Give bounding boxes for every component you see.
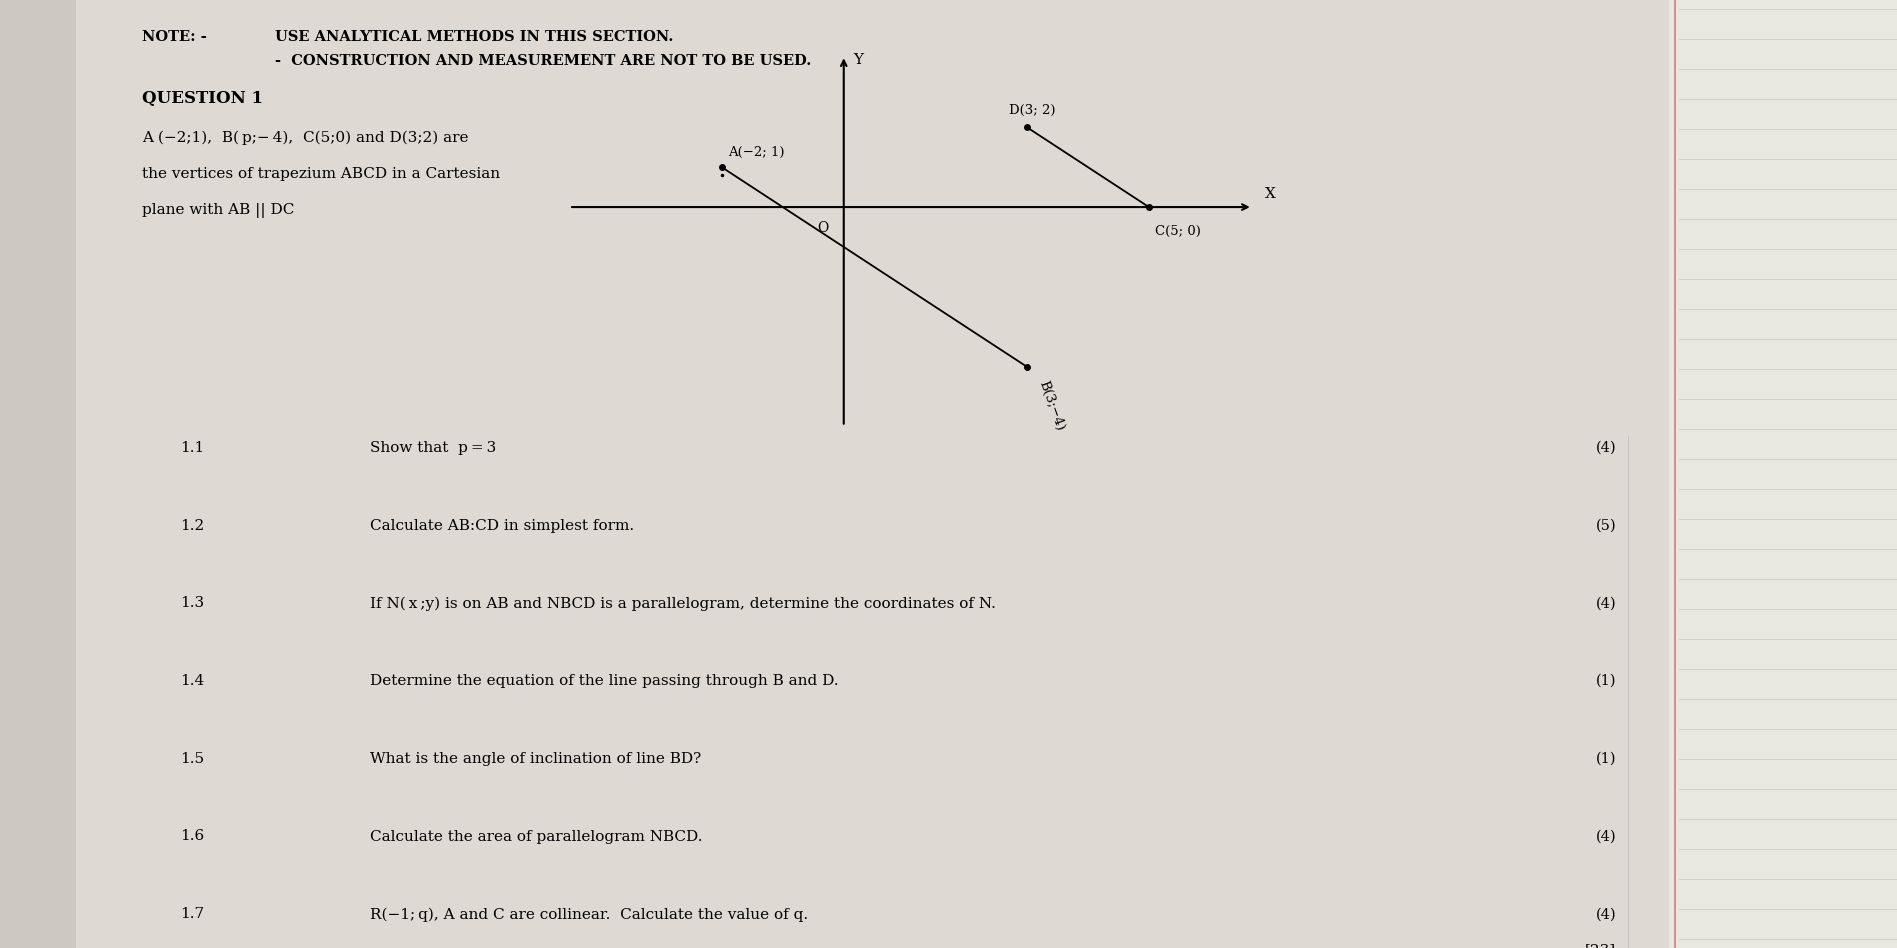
Text: What is the angle of inclination of line BD?: What is the angle of inclination of line… [370,752,702,766]
Text: (4): (4) [1595,441,1616,455]
Text: A (−2;1),  B( p;− 4),  C(5;0) and D(3;2) are: A (−2;1), B( p;− 4), C(5;0) and D(3;2) a… [142,131,469,145]
Text: (4): (4) [1595,830,1616,844]
Text: plane with AB || DC: plane with AB || DC [142,203,294,218]
Text: Calculate the area of parallelogram NBCD.: Calculate the area of parallelogram NBCD… [370,830,702,844]
Text: Determine the equation of the line passing through B and D.: Determine the equation of the line passi… [370,674,838,688]
Text: (4): (4) [1595,907,1616,921]
Text: Calculate AB:CD in simplest form.: Calculate AB:CD in simplest form. [370,519,634,533]
FancyBboxPatch shape [76,0,1669,948]
Text: 1.3: 1.3 [180,596,205,611]
Text: (1): (1) [1595,752,1616,766]
Text: Show that  p = 3: Show that p = 3 [370,441,497,455]
Text: A(−2; 1): A(−2; 1) [728,146,783,159]
Text: C(5; 0): C(5; 0) [1155,225,1201,238]
FancyBboxPatch shape [1669,0,1897,948]
Text: 1.1: 1.1 [180,441,205,455]
Text: the vertices of trapezium ABCD in a Cartesian: the vertices of trapezium ABCD in a Cart… [142,167,501,181]
Text: R(−1; q), A and C are collinear.  Calculate the value of q.: R(−1; q), A and C are collinear. Calcula… [370,907,808,921]
Text: USE ANALYTICAL METHODS IN THIS SECTION.: USE ANALYTICAL METHODS IN THIS SECTION. [275,30,673,45]
Text: (1): (1) [1595,674,1616,688]
Text: D(3; 2): D(3; 2) [1009,104,1055,118]
Text: Y: Y [854,53,863,67]
Text: 1.2: 1.2 [180,519,205,533]
Text: QUESTION 1: QUESTION 1 [142,90,264,107]
Text: (4): (4) [1595,596,1616,611]
Text: B(3;−4): B(3;−4) [1036,378,1066,432]
Text: X: X [1265,187,1277,201]
Text: If N( x ;y) is on AB and NBCD is a parallelogram, determine the coordinates of N: If N( x ;y) is on AB and NBCD is a paral… [370,596,996,611]
Text: -  CONSTRUCTION AND MEASUREMENT ARE NOT TO BE USED.: - CONSTRUCTION AND MEASUREMENT ARE NOT T… [275,54,812,68]
Text: 1.7: 1.7 [180,907,205,921]
Text: [23]: [23] [1586,943,1616,948]
Text: 1.6: 1.6 [180,830,205,844]
Text: (5): (5) [1595,519,1616,533]
Text: NOTE: -: NOTE: - [142,30,207,45]
Text: 1.5: 1.5 [180,752,205,766]
Text: 1.4: 1.4 [180,674,205,688]
Text: O: O [818,221,829,235]
